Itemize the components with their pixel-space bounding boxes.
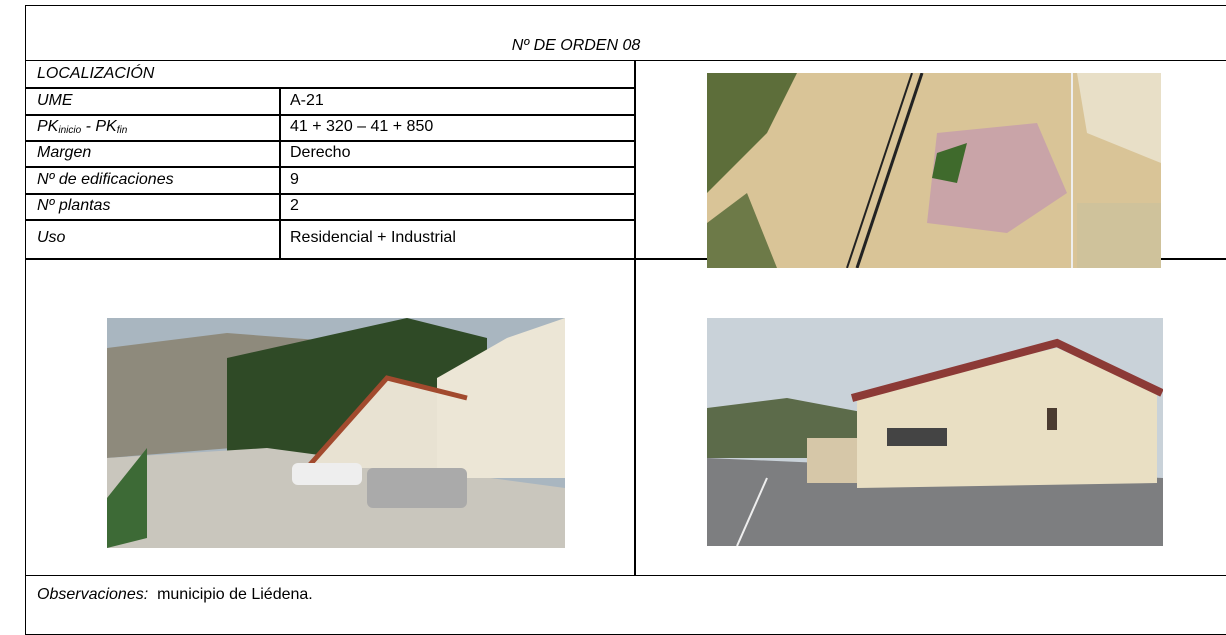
row-line: [25, 219, 635, 221]
aerial-map: [707, 73, 1161, 268]
label-part: - PK: [81, 118, 117, 135]
row-divider: [25, 258, 1226, 260]
observations-label: Observaciones:: [37, 586, 149, 603]
row-border: [25, 60, 1226, 576]
field-value: 9: [290, 171, 299, 188]
label-part: PK: [37, 118, 59, 135]
building-photo: [707, 318, 1163, 546]
row-line: [25, 87, 635, 89]
row-line: [25, 166, 635, 168]
section-label: LOCALIZACIÓN: [37, 65, 155, 82]
field-value: A-21: [290, 92, 324, 109]
row-line: [25, 140, 635, 142]
field-label: UME: [37, 92, 73, 109]
field-value: 41 + 320 – 41 + 850: [290, 118, 434, 135]
field-value: Residencial + Industrial: [290, 229, 456, 246]
field-label: Uso: [37, 229, 66, 246]
label-sub: inicio: [58, 125, 82, 136]
col-divider: [279, 87, 281, 258]
observations-text: municipio de Liédena.: [157, 586, 313, 603]
title: Nº DE ORDEN 08: [511, 37, 641, 54]
field-label: Nº plantas: [37, 197, 111, 214]
row-line: [25, 193, 635, 195]
field-value: Derecho: [290, 144, 351, 161]
col-divider: [634, 60, 636, 576]
observations: Observaciones: municipio de Liédena.: [37, 586, 313, 604]
field-label: PKinicio - PKfin: [37, 118, 127, 136]
street-photo: [107, 318, 565, 548]
field-label: Nº de edificaciones: [37, 171, 174, 188]
row-line: [25, 114, 635, 116]
label-sub: fin: [116, 125, 128, 136]
field-value: 2: [290, 197, 299, 214]
field-label: Margen: [37, 144, 92, 161]
